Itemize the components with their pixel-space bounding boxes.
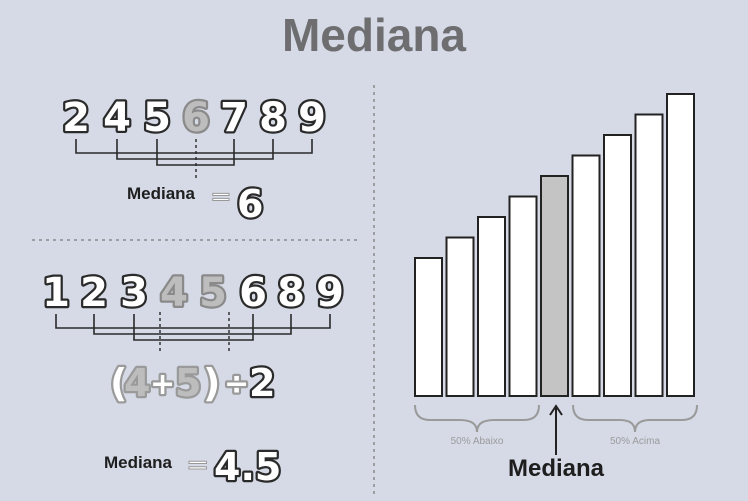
formula-plus: + <box>150 367 175 402</box>
chart-median-label: Mediana <box>508 455 605 482</box>
bar <box>414 257 443 397</box>
odd-pairing-brackets <box>75 139 313 180</box>
even-digit: 5 <box>199 270 227 316</box>
formula-close-paren: ) <box>203 361 220 405</box>
bar <box>508 195 538 397</box>
odd-digit: 6 <box>182 95 210 141</box>
bar <box>634 113 664 397</box>
odd-equals-sign: = <box>210 182 232 212</box>
odd-digit: 2 <box>62 95 90 141</box>
even-pairing-brackets <box>55 312 331 352</box>
odd-digit: 7 <box>220 95 248 141</box>
odd-digit: 5 <box>143 95 171 141</box>
formula-open-paren: ( <box>110 361 127 405</box>
pair-bracket <box>93 314 292 335</box>
pair-bracket <box>133 314 254 341</box>
odd-median-label: Mediana <box>127 184 196 203</box>
even-median-result: 4.5 <box>214 445 281 489</box>
pair-bracket <box>55 314 331 329</box>
median-bar <box>540 175 569 397</box>
formula-divide: ÷ <box>224 367 249 402</box>
pair-bracket <box>116 139 274 160</box>
even-digit: 1 <box>42 270 70 316</box>
above-label: 50% Acima <box>610 436 660 447</box>
odd-digit: 9 <box>298 95 326 141</box>
even-equals-sign: = <box>186 448 209 481</box>
even-digit: 9 <box>316 270 344 316</box>
page-title: Mediana <box>281 9 467 61</box>
even-digit: 4 <box>160 270 188 316</box>
formula-divisor: 2 <box>249 361 275 405</box>
bar <box>603 134 632 397</box>
formula-term-a: 4 <box>124 361 150 405</box>
above-brace <box>572 404 698 433</box>
bar-chart <box>414 93 695 397</box>
bar <box>571 154 601 397</box>
even-digit: 2 <box>80 270 108 316</box>
odd-median-result: 6 <box>237 182 263 226</box>
formula-term-b: 5 <box>175 361 201 405</box>
bar <box>445 236 475 397</box>
even-digit: 8 <box>277 270 305 316</box>
even-median-label: Mediana <box>104 453 173 472</box>
even-digit: 3 <box>120 270 148 316</box>
median-arrow <box>549 404 563 455</box>
bar <box>666 93 695 397</box>
below-brace <box>414 404 540 433</box>
below-label: 50% Abaixo <box>451 436 504 447</box>
odd-digit: 4 <box>103 95 131 141</box>
pair-bracket <box>75 139 313 154</box>
average-formula: ( 4 + 5 ) ÷ 2 <box>108 359 278 408</box>
bar <box>477 216 506 397</box>
even-digit: 6 <box>239 270 267 316</box>
odd-digit: 8 <box>259 95 287 141</box>
